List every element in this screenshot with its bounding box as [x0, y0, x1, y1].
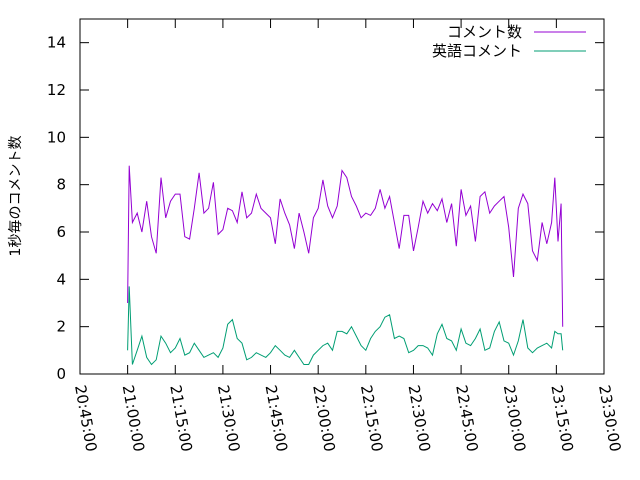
y-axis-ticks: 0 2 4 6 8 10 12 14 [47, 34, 604, 383]
x-tick-label: 21:15:00 [166, 384, 195, 453]
series-line-1 [127, 165, 564, 327]
x-tick-label: 22:00:00 [309, 384, 338, 453]
x-tick-label: 21:30:00 [214, 384, 243, 453]
y-tick-label: 10 [47, 128, 66, 146]
y-tick-label: 14 [47, 34, 66, 52]
y-tick-label: 12 [47, 81, 66, 99]
y-tick-label: 0 [56, 365, 66, 383]
y-tick-label: 6 [56, 223, 66, 241]
series-layer [127, 165, 564, 366]
x-tick-label: 23:15:00 [547, 384, 576, 453]
y-tick-label: 4 [56, 270, 66, 288]
x-tick-label: 22:30:00 [405, 384, 434, 453]
x-tick-label: 23:30:00 [595, 384, 624, 453]
x-tick-label: 23:00:00 [500, 384, 529, 453]
legend-label: コメント数 [447, 23, 522, 41]
x-tick-label: 22:15:00 [357, 384, 386, 453]
y-tick-label: 2 [56, 318, 66, 336]
x-axis-ticks: 20:45:00 21:00:00 21:15:00 21:30:00 21:45:00… [71, 19, 624, 453]
x-tick-label: 21:45:00 [262, 384, 291, 453]
x-tick-label: 21:00:00 [119, 384, 148, 453]
legend-label: 英語コメント [432, 42, 522, 60]
series-line-2 [127, 286, 564, 366]
y-tick-label: 8 [56, 176, 66, 194]
x-tick-label: 22:45:00 [452, 384, 481, 453]
y-axis-label: 1秒毎のコメント数 [8, 136, 24, 257]
x-tick-label: 20:45:00 [71, 384, 100, 453]
plot-border [79, 18, 605, 375]
plot-area [79, 18, 605, 375]
